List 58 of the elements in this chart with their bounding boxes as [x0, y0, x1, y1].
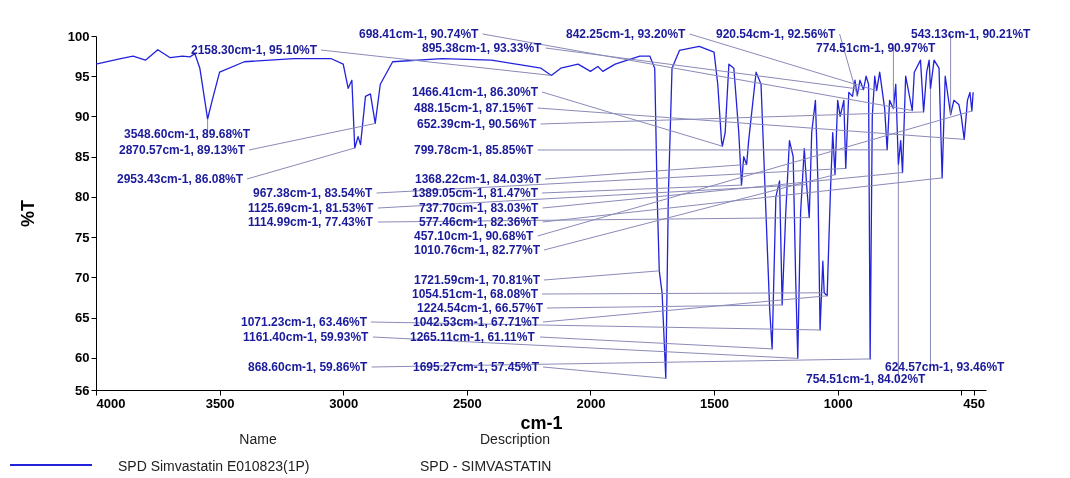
annotation: 1042.53cm-1, 67.71%T — [413, 315, 540, 329]
annotation: 1265.11cm-1, 61.11%T — [410, 330, 536, 344]
y-tick-label: 85 — [75, 149, 90, 165]
annotation: 1054.51cm-1, 68.08%T — [412, 287, 539, 301]
annotation: 1161.40cm-1, 59.93%T — [243, 330, 370, 344]
legend-title: Name — [239, 431, 277, 447]
annotation: 842.25cm-1, 93.20%T — [566, 27, 687, 41]
x-tick-label: 450 — [963, 395, 985, 411]
annotation: 457.10cm-1, 90.68%T — [414, 229, 535, 243]
text: Description — [479, 431, 551, 447]
x-tick-label: 2500 — [452, 395, 482, 411]
y-axis-title: %T — [17, 200, 38, 227]
x-tick-label: 3000 — [329, 395, 359, 411]
annotation: 1010.76cm-1, 82.77%T — [414, 243, 541, 257]
annotation: 1368.22cm-1, 84.03%T — [415, 172, 542, 186]
annotation: 1114.99cm-1, 77.43%T — [248, 215, 374, 229]
x-axis-title: cm-1 — [520, 412, 563, 433]
annotation: 2158.30cm-1, 95.10%T — [191, 43, 318, 57]
x-tick-label: 1500 — [700, 395, 730, 411]
annotation: 1389.05cm-1, 81.47%T — [412, 186, 539, 200]
annotation: 1125.69cm-1, 81.53%T — [248, 201, 375, 215]
annotation: 737.70cm-1, 83.03%T — [419, 201, 540, 215]
annotation: 799.78cm-1, 85.85%T — [414, 143, 535, 157]
annotation: 624.57cm-1, 93.46%T — [885, 360, 1006, 374]
annotation: 2870.57cm-1, 89.13%T — [119, 143, 246, 157]
y-tick-label: 75 — [75, 229, 90, 245]
y-tick-label: 60 — [75, 350, 90, 366]
x-tick-label: 1000 — [823, 395, 853, 411]
y-tick-label: 65 — [75, 310, 90, 326]
annotation: 1224.54cm-1, 66.57%T — [417, 301, 544, 315]
annotation: 2953.43cm-1, 86.08%T — [117, 172, 244, 186]
y-tick-label: 80 — [75, 189, 90, 205]
annotation: 1466.41cm-1, 86.30%T — [412, 85, 539, 99]
y-tick-label: 70 — [75, 269, 90, 285]
y-tick-label: 100 — [67, 28, 90, 44]
annotation: 895.38cm-1, 93.33%T — [422, 41, 543, 55]
annotation: 920.54cm-1, 92.56%T — [716, 27, 837, 41]
annotation: 1721.59cm-1, 70.81%T — [414, 273, 541, 287]
x-tick-label: 4000 — [96, 395, 126, 411]
y-tick-label: 95 — [75, 68, 90, 84]
annotation: 543.13cm-1, 90.21%T — [911, 27, 1032, 41]
annotation: 1071.23cm-1, 63.46%T — [241, 315, 368, 329]
annotation: 754.51cm-1, 84.02%T — [806, 372, 927, 386]
text: SPD Simvastatin E010823(1P) — [118, 458, 310, 474]
annotation: 488.15cm-1, 87.15%T — [414, 101, 535, 115]
y-tick-label: 56 — [75, 382, 90, 398]
text: SPD - SIMVASTATIN — [420, 458, 552, 474]
annotation: 3548.60cm-1, 89.68%T — [124, 127, 251, 141]
annotation: 698.41cm-1, 90.74%T — [359, 27, 480, 41]
y-tick-label: 90 — [75, 108, 90, 124]
annotation: 577.46cm-1, 82.36%T — [419, 215, 540, 229]
annotation: 868.60cm-1, 59.86%T — [248, 360, 369, 374]
annotation: 967.38cm-1, 83.54%T — [253, 186, 374, 200]
x-tick-label: 3500 — [205, 395, 235, 411]
annotation: 652.39cm-1, 90.56%T — [417, 117, 538, 131]
x-tick-label: 2000 — [576, 395, 606, 411]
annotation: 1695.27cm-1, 57.45%T — [413, 360, 540, 374]
annotation: 774.51cm-1, 90.97%T — [816, 41, 937, 55]
